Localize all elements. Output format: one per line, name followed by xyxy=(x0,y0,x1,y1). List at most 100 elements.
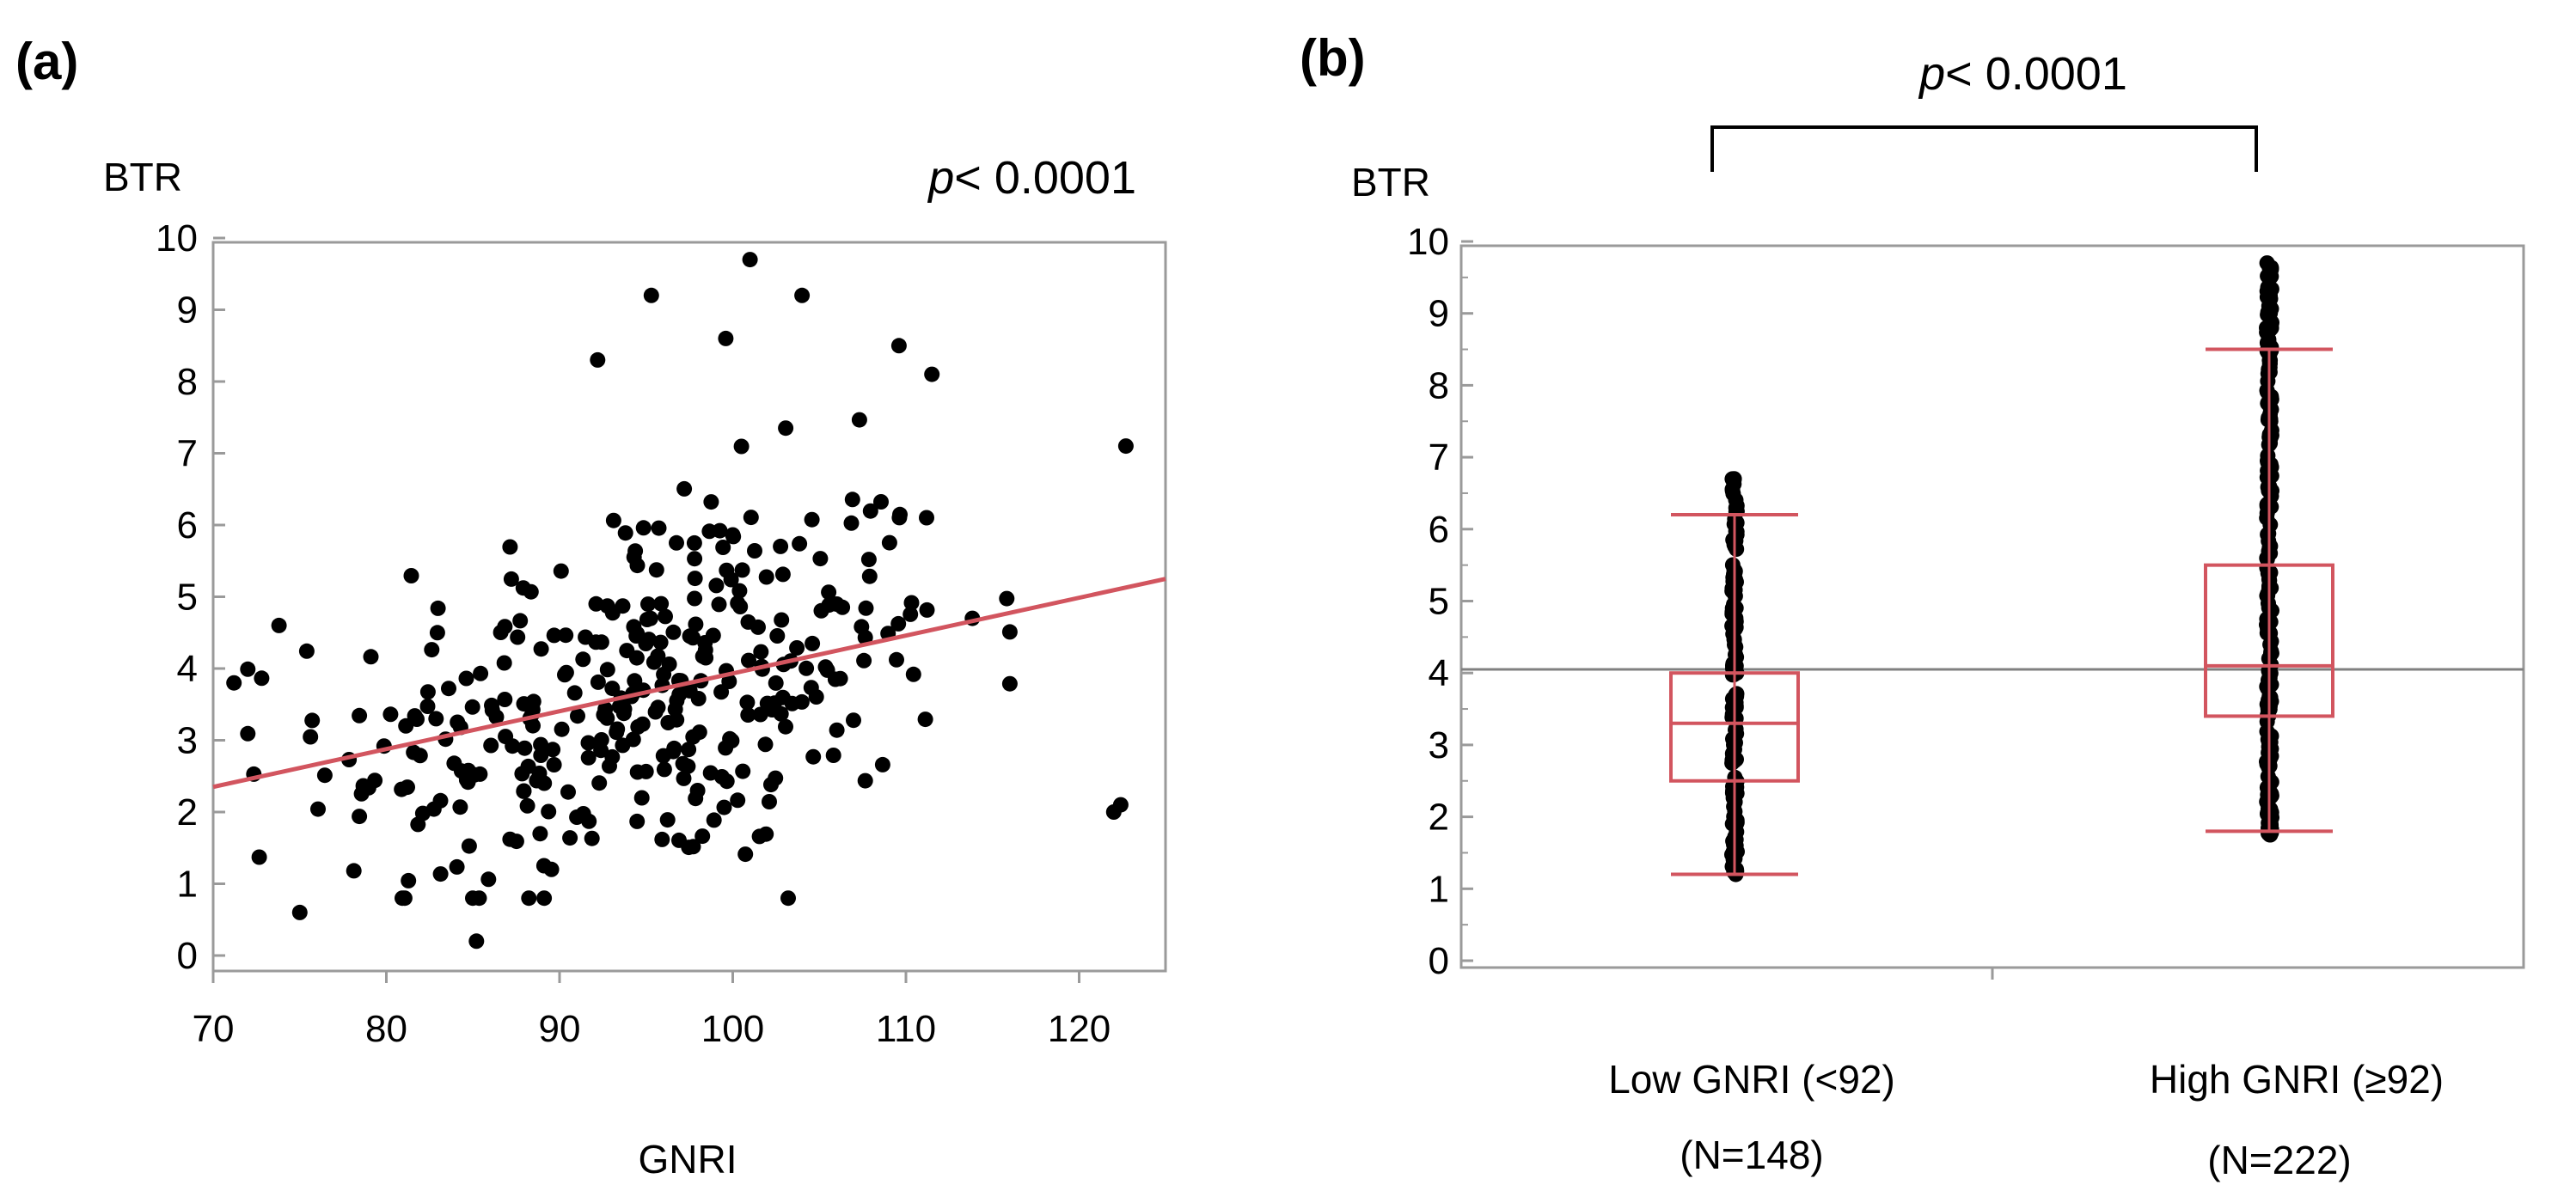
panel-b-p-rest: < 0.0001 xyxy=(1945,48,2127,100)
panel-a-data-point xyxy=(999,590,1015,607)
panel-a-data-point xyxy=(536,775,553,791)
panel-a-data-point xyxy=(484,702,500,718)
panel-a-data-point xyxy=(291,904,308,920)
panel-a-data-point xyxy=(512,613,529,629)
panel-a-data-point xyxy=(778,420,794,437)
panel-a-data-point xyxy=(740,707,756,723)
panel-a-y-tick-label: 2 xyxy=(177,791,198,834)
panel-a-x-tick-label: 90 xyxy=(539,1008,581,1050)
panel-a-data-point xyxy=(643,287,659,303)
iqr-box xyxy=(2204,563,2334,718)
panel-a-data-point xyxy=(602,758,617,774)
panel-a-data-point xyxy=(653,595,670,612)
panel-a-x-ticks: 70 80 90 100 110 120 xyxy=(193,971,1111,1050)
panel-a-data-point xyxy=(793,693,810,710)
panel-a-data-point xyxy=(382,706,399,723)
panel-b-label: (b) xyxy=(1300,29,1366,87)
panel-a-data-point xyxy=(428,711,444,727)
panel-a-data-point xyxy=(554,721,570,737)
panel-a-data-point xyxy=(687,571,703,587)
panel-a-data-point xyxy=(843,515,860,531)
panel-a-data-point xyxy=(917,711,933,728)
panel-a-data-point xyxy=(403,568,419,583)
panel-a-data-point xyxy=(721,674,737,689)
panel-a-data-point xyxy=(473,665,489,681)
group-low-name: Low GNRI (<92) xyxy=(1608,1057,1895,1102)
panel-a-data-point xyxy=(817,659,834,675)
panel-a-y-tick-label: 3 xyxy=(177,720,198,762)
panel-a-data-point xyxy=(742,252,758,268)
panel-b-y-tick-label: 2 xyxy=(1429,797,1449,839)
panel-a-y-tick-label: 4 xyxy=(177,648,198,690)
panel-a-data-point xyxy=(903,606,919,622)
panel-a-data-point xyxy=(740,614,756,630)
panel-a-data-point xyxy=(687,590,703,607)
panel-a-data-point xyxy=(688,791,704,807)
panel-a-data-point xyxy=(647,704,664,720)
panel-a-data-point xyxy=(665,743,682,760)
panel-a-data-point xyxy=(891,510,908,526)
panel-a-data-point xyxy=(661,656,677,672)
panel-a-data-point xyxy=(541,803,557,820)
panel-a-y-axis-title: BTR xyxy=(103,155,182,199)
panel-a-x-tick-label: 110 xyxy=(876,1008,936,1050)
panel-b-data-point xyxy=(2260,620,2275,637)
panel-a-data-point xyxy=(627,673,643,689)
panel-a-data-point xyxy=(919,510,934,526)
panel-a-data-point xyxy=(461,838,477,854)
panel-a-data-point xyxy=(846,712,861,729)
panel-a-data-point xyxy=(1112,797,1129,813)
panel-b-y-axis-title: BTR xyxy=(1351,160,1430,205)
panel-a-data-point xyxy=(774,689,791,705)
panel-a-data-point xyxy=(599,598,615,614)
panel-a-data-point xyxy=(858,600,874,616)
panel-a-data-point xyxy=(629,813,646,829)
panel-a-data-point xyxy=(298,643,315,659)
panel-b: (b) p< 0.0001 BTR 0 1 2 3 4 5 6 7 8 9 10 Low GNRI … xyxy=(1300,29,2525,1182)
panel-a-points xyxy=(226,252,1134,950)
panel-a-data-point xyxy=(730,792,746,809)
panel-b-y-tick-label: 5 xyxy=(1429,581,1449,623)
panel-a-data-point xyxy=(430,600,446,616)
panel-a-data-point xyxy=(889,651,904,668)
panel-a-data-point xyxy=(409,711,425,727)
panel-a-data-point xyxy=(626,549,642,565)
panel-a-data-point xyxy=(862,503,878,519)
panel-a-data-point xyxy=(502,539,518,555)
panel-a-data-point xyxy=(546,757,562,772)
panel-a-data-point xyxy=(240,661,256,677)
panel-a-data-point xyxy=(763,777,779,793)
panel-a-data-point xyxy=(723,571,739,588)
panel-a-data-point xyxy=(690,691,707,706)
panel-a-data-point xyxy=(532,826,548,842)
panel-a-data-point xyxy=(713,684,730,700)
panel-a-data-point xyxy=(316,767,333,784)
panel-a-data-point xyxy=(497,692,513,707)
panel-a-data-point xyxy=(681,742,697,758)
panel-a-data-point xyxy=(648,562,664,578)
panel-b-data-point xyxy=(2263,728,2279,744)
panel-a-data-point xyxy=(680,758,696,774)
panel-a-data-point xyxy=(919,602,935,618)
panel-a-data-point xyxy=(747,543,762,559)
panel-a-y-tick-label: 1 xyxy=(177,864,198,906)
panel-a-data-point xyxy=(676,480,693,497)
panel-a-data-point xyxy=(1117,438,1134,455)
panel-a-data-point xyxy=(741,652,756,669)
panel-a-data-point xyxy=(860,552,877,568)
panel-a-data-point xyxy=(226,675,242,691)
panel-a-y-tick-label: 8 xyxy=(177,361,198,403)
panel-a-data-point xyxy=(694,828,711,845)
panel-a-data-point xyxy=(271,617,287,633)
panel-a-data-point xyxy=(743,510,759,526)
panel-a-data-point xyxy=(517,740,533,756)
panel-b-y-ticks: 0 1 2 3 4 5 6 7 8 9 10 xyxy=(1407,221,1994,982)
panel-a-data-point xyxy=(703,494,719,510)
group-low-n: (N=148) xyxy=(1680,1133,1823,1177)
panel-a-data-point xyxy=(762,794,777,809)
group-high-n: (N=222) xyxy=(2207,1138,2351,1182)
panel-a-data-point xyxy=(633,790,650,806)
box-group-high xyxy=(2204,255,2334,843)
panel-a-data-point xyxy=(640,596,656,613)
panel-a-data-point xyxy=(609,721,626,737)
